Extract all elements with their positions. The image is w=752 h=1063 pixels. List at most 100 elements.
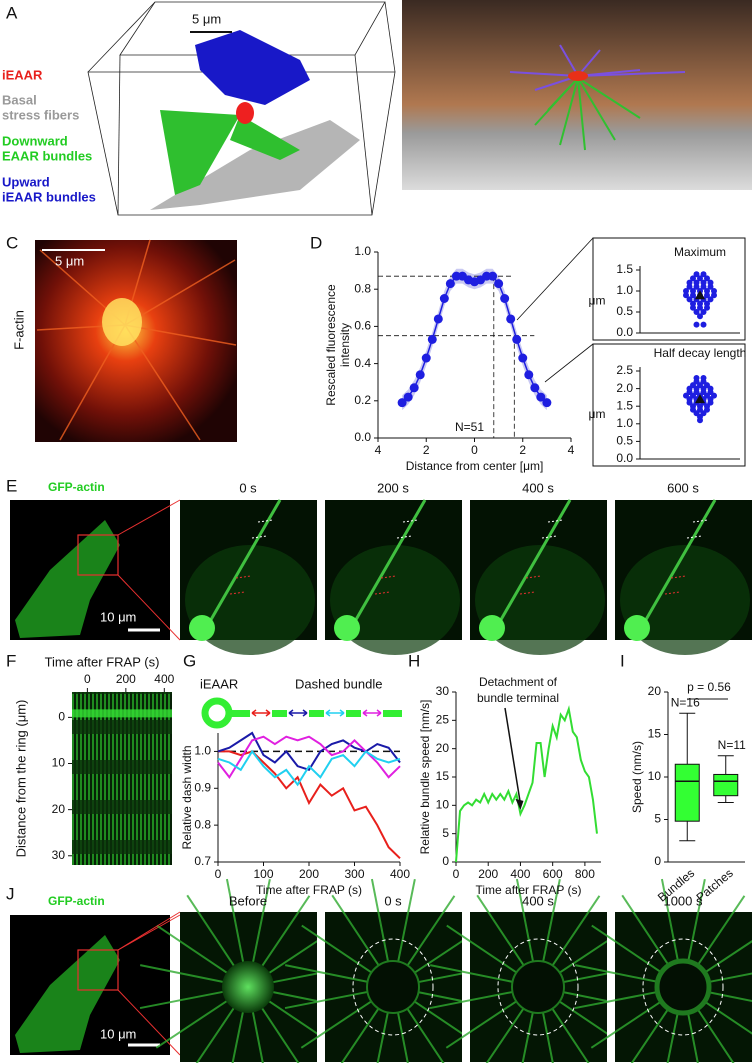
- stain-label: GFP-actin: [48, 894, 105, 908]
- data-point: [690, 292, 696, 299]
- actin-bundle: [429, 989, 519, 1010]
- bleach-region: [642, 938, 724, 1036]
- data-point: [500, 294, 510, 303]
- cell: [185, 545, 315, 655]
- connector: [544, 343, 594, 383]
- legend-item: iEAAR: [2, 67, 43, 82]
- actin-bundle: [685, 1006, 699, 1063]
- actin-bundle: [331, 894, 383, 971]
- actin-bundle: [446, 924, 522, 977]
- y-tick-label: 20: [648, 684, 662, 698]
- y-tick-label: 0.8: [194, 817, 211, 831]
- chart-title: Time after FRAP (s): [45, 654, 160, 669]
- time-label: 200 s: [377, 480, 409, 495]
- ieaar: [102, 298, 142, 346]
- inset-title: Half decay length: [654, 346, 747, 360]
- y-tick-label: 0.0: [354, 430, 371, 444]
- panel-c-image: 5 μm F-actin: [11, 239, 237, 442]
- actin-bundle: [250, 1006, 264, 1063]
- data-point: [707, 283, 714, 290]
- data-point: [704, 300, 710, 307]
- data-point: [433, 314, 443, 324]
- ring: [201, 697, 233, 729]
- actin-bundle: [370, 878, 391, 968]
- panel-a-structures: [150, 30, 360, 210]
- legend-item: iEAAR bundles: [2, 189, 96, 204]
- mark-dash: [229, 591, 246, 595]
- actin-bundle: [195, 1003, 238, 1063]
- annotation-arrow: [504, 707, 522, 804]
- panel-b-render: [402, 0, 752, 190]
- actin-bundle: [445, 997, 522, 1049]
- y-tick-label: 0.9: [194, 780, 211, 794]
- time-label: 0 s: [239, 480, 257, 495]
- box-edge: [117, 54, 121, 216]
- y-tick-label: 1.0: [616, 283, 633, 297]
- actin-bundle: [574, 989, 664, 1010]
- y-tick-label: 15: [648, 727, 662, 741]
- stain-label: GFP-actin: [48, 480, 105, 494]
- y-tick-label: 0: [654, 854, 661, 868]
- actin-bundle: [660, 878, 681, 968]
- bleach-region: [497, 938, 579, 1036]
- actin-bundle: [186, 894, 238, 971]
- annotation: N=51: [455, 420, 484, 434]
- scale-bar-label: 10 μm: [100, 1026, 136, 1041]
- data-point: [506, 314, 516, 324]
- mark-dash: [525, 575, 542, 579]
- actin-bundle: [231, 1006, 246, 1063]
- bundle: [348, 499, 427, 631]
- x-tick-label: 200: [299, 867, 319, 881]
- x-tick-label: 0: [453, 867, 460, 881]
- x-axis-label: Time after FRAP (s): [475, 883, 581, 897]
- data-point: [683, 292, 689, 299]
- annotation: bundle terminal: [477, 691, 559, 705]
- actin-bundle: [403, 1003, 445, 1063]
- data-point: [697, 313, 703, 320]
- cell: [15, 935, 120, 1053]
- series-line: [218, 750, 401, 860]
- data-point: [427, 334, 437, 344]
- x-tick-label: 400: [390, 867, 410, 881]
- data-point: [704, 275, 710, 282]
- legend-item: Upward: [2, 174, 50, 189]
- panel-label: I: [620, 651, 625, 670]
- stress-fibers: [150, 120, 360, 210]
- actin-bundle: [403, 895, 456, 971]
- x-tick-label: 200: [116, 672, 136, 686]
- data-point: [542, 398, 552, 408]
- time-label: 0 s: [384, 893, 402, 908]
- mark-dash: [251, 535, 268, 539]
- series-line: [217, 731, 401, 772]
- actin-bundle: [284, 989, 374, 1010]
- x-tick-label: 800: [575, 867, 595, 881]
- data-point: [421, 353, 431, 363]
- panel-label: F: [6, 651, 16, 670]
- data-point: [690, 300, 696, 307]
- connector: [516, 237, 594, 321]
- actin-bundle: [702, 989, 752, 1003]
- data-point: [697, 275, 703, 282]
- x-tick-label: 400: [154, 672, 174, 686]
- y-tick-label: 0: [442, 854, 449, 868]
- dash-arrow: [288, 709, 308, 717]
- ieaar: [236, 102, 254, 124]
- ieaar: [624, 615, 650, 641]
- time-label: 400 s: [522, 480, 554, 495]
- panel-g-diagram: iEAAR Dashed bundle: [200, 676, 402, 729]
- box-edge: [87, 1, 156, 73]
- panel-label: D: [310, 233, 322, 252]
- y-tick-label: 10: [436, 798, 450, 812]
- zoom-line: [117, 574, 181, 641]
- x-tick-label: 200: [478, 867, 498, 881]
- box-edge: [354, 54, 373, 216]
- data-point: [488, 271, 498, 281]
- data-point: [397, 398, 407, 408]
- actin-bundle: [699, 997, 752, 1035]
- frame-clip: [317, 912, 325, 1062]
- y-tick-label: 0.8: [354, 281, 371, 295]
- actin-bundle: [699, 940, 752, 977]
- actin-bundle: [548, 895, 601, 971]
- frame-clip: [607, 912, 615, 1062]
